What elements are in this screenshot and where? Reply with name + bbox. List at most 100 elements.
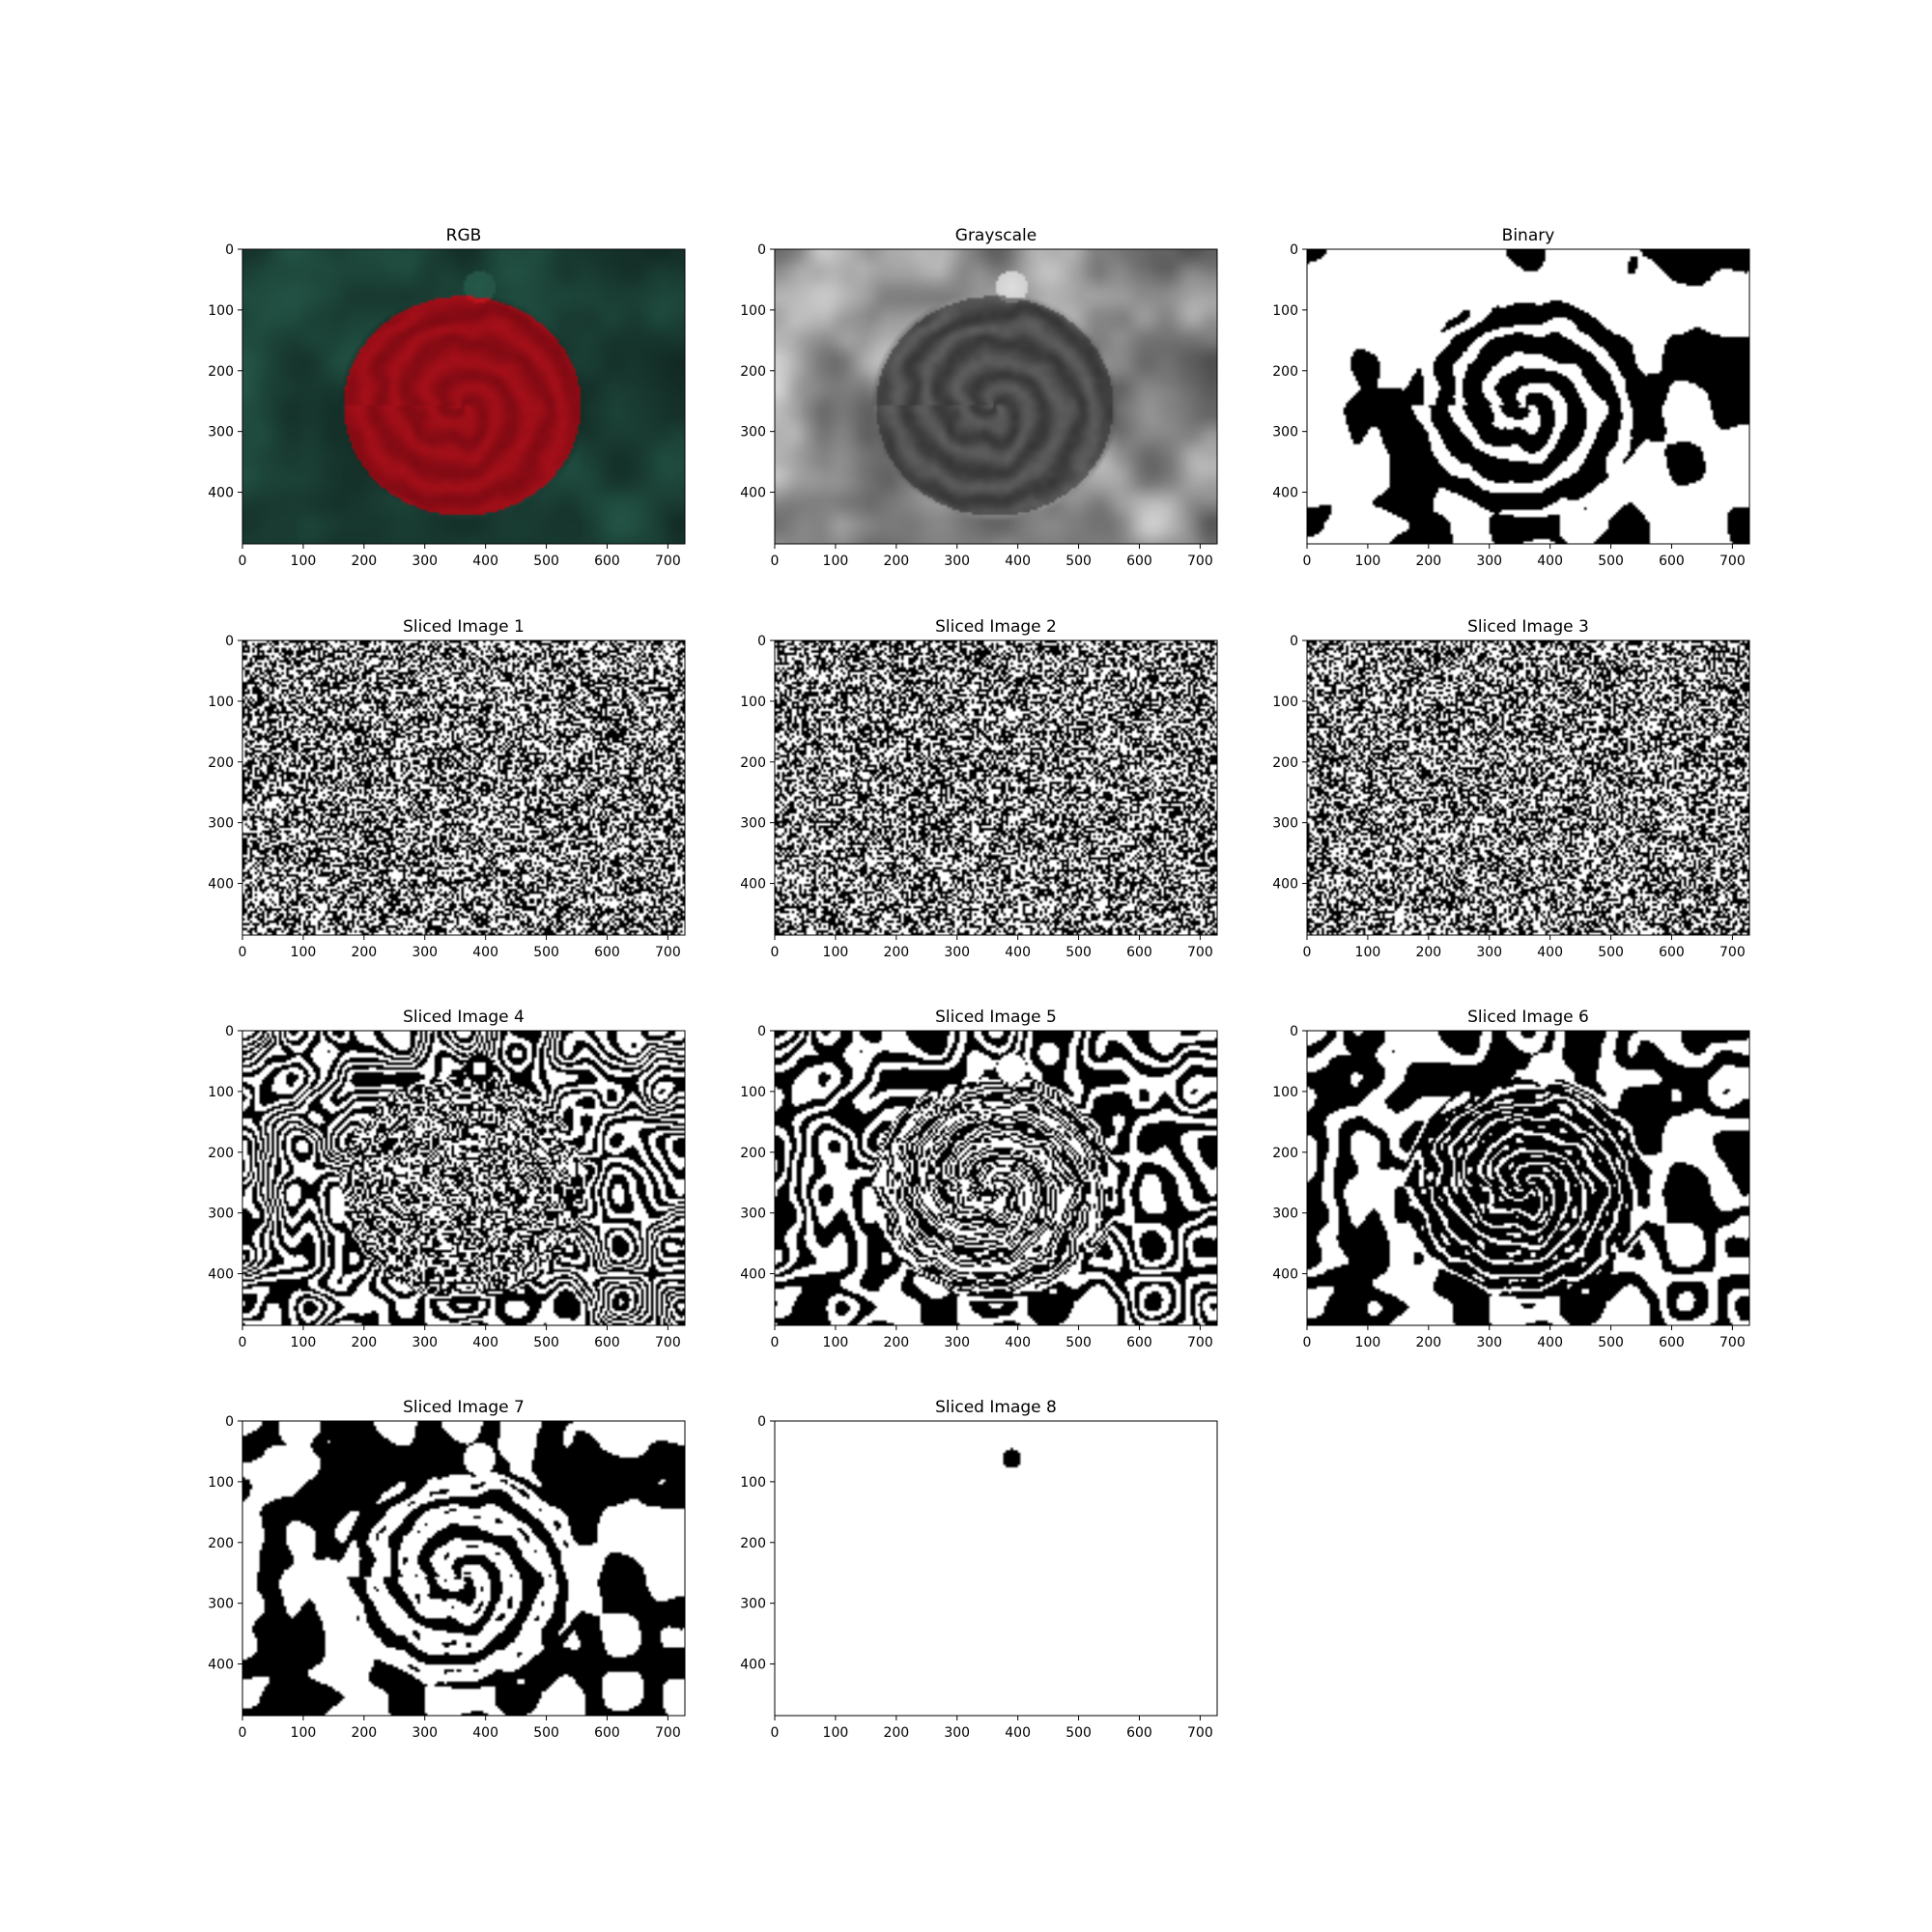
image-plot [775,249,1217,544]
x-tick-label: 100 [1355,554,1381,569]
x-tick-label: 500 [1065,554,1092,569]
image-plot [1307,1031,1749,1325]
y-tick-label: 300 [740,1207,766,1222]
y-tick-label: 400 [740,877,766,893]
y-tick-label: 400 [208,1658,234,1673]
x-tick-label: 700 [655,1335,681,1350]
y-tick-label: 300 [740,425,766,440]
x-tick-label: 500 [1598,945,1624,960]
x-tick-label: 0 [771,945,780,960]
x-tick-label: 500 [533,1725,559,1741]
x-tick-label: 0 [771,1725,780,1741]
x-tick-label: 200 [883,945,909,960]
subplot-9: Sliced Image 6 0 100 200 300 400 500 600 700 0 100… [1272,1008,1750,1350]
x-tick-label: 300 [944,945,970,960]
y-tick-label: 0 [225,634,234,649]
y-tick-label: 100 [740,1475,766,1491]
subplot-10: Sliced Image 7 0 100 200 300 400 500 600 700 0 100… [208,1398,686,1741]
y-tick-label: 200 [1272,1146,1298,1161]
x-tick-label: 100 [823,1335,849,1350]
x-tick-label: 500 [533,554,559,569]
x-tick-label: 700 [1187,1335,1213,1350]
y-tick-label: 400 [208,877,234,893]
image-plot [242,640,685,935]
x-tick-label: 500 [533,945,559,960]
x-tick-label: 300 [1476,1335,1502,1350]
subplot-title: Sliced Image 2 [935,617,1057,637]
axes-frame [242,1420,686,1717]
image-plot [775,640,1217,935]
x-tick-label: 400 [1537,1335,1563,1350]
subplot-5: Sliced Image 2 0 100 200 300 400 500 600 700 0 100… [740,617,1218,960]
x-tick-label: 700 [1187,1725,1213,1741]
subplot-title: Sliced Image 7 [403,1398,525,1417]
y-tick-label: 100 [208,1475,234,1491]
y-tick-label: 200 [740,755,766,771]
y-tick-label: 200 [1272,755,1298,771]
y-tick-label: 100 [1272,695,1298,710]
subplot-title: Grayscale [955,226,1037,245]
x-tick-label: 500 [1065,1725,1092,1741]
x-tick-label: 600 [594,1335,620,1350]
x-tick-label: 200 [1415,945,1441,960]
y-tick-label: 300 [740,1597,766,1612]
y-tick-label: 100 [740,1085,766,1100]
y-tick-label: 0 [757,242,766,258]
y-tick-label: 200 [208,755,234,771]
x-tick-label: 700 [1187,945,1213,960]
y-tick-label: 100 [1272,303,1298,319]
axes-frame [242,1030,686,1326]
x-tick-label: 700 [1719,554,1746,569]
x-tick-label: 200 [1415,1335,1441,1350]
x-tick-label: 200 [351,1335,377,1350]
x-tick-label: 600 [1126,1335,1152,1350]
subplot-title: Sliced Image 8 [935,1398,1057,1417]
x-tick-label: 300 [412,554,438,569]
image-plot [242,249,685,544]
y-tick-label: 200 [208,1536,234,1551]
x-tick-label: 500 [1598,554,1624,569]
x-tick-label: 300 [412,1725,438,1741]
y-tick-label: 300 [208,816,234,832]
axes-frame [774,1030,1218,1326]
x-tick-label: 200 [883,1725,909,1741]
image-plot [775,1421,1217,1716]
subplot-title: Sliced Image 5 [935,1008,1057,1027]
x-tick-label: 400 [1005,945,1031,960]
y-tick-label: 0 [1290,242,1298,258]
x-tick-label: 200 [883,554,909,569]
subplot-1: RGB 0 100 200 300 400 500 600 700 0 100 200 300 400 [208,226,686,569]
x-tick-label: 0 [239,554,247,569]
x-tick-label: 400 [472,1335,498,1350]
x-tick-label: 600 [1126,1725,1152,1741]
axes-frame [1306,248,1750,545]
y-tick-label: 400 [740,1267,766,1283]
x-tick-label: 0 [1303,554,1312,569]
axes-frame [774,1420,1218,1717]
y-tick-label: 300 [208,425,234,440]
y-tick-label: 100 [208,303,234,319]
y-tick-label: 200 [1272,364,1298,380]
x-tick-label: 400 [1537,554,1563,569]
x-tick-label: 300 [944,554,970,569]
subplot-4: Sliced Image 1 0 100 200 300 400 500 600 700 0 100… [208,617,686,960]
x-tick-label: 300 [412,1335,438,1350]
image-plot [1307,249,1749,544]
y-tick-label: 200 [208,1146,234,1161]
y-tick-label: 300 [208,1597,234,1612]
x-tick-label: 0 [771,1335,780,1350]
x-tick-label: 700 [655,945,681,960]
x-tick-label: 100 [291,945,317,960]
y-tick-label: 300 [740,816,766,832]
x-tick-label: 0 [239,1335,247,1350]
y-tick-label: 0 [757,634,766,649]
y-tick-label: 200 [740,1146,766,1161]
x-tick-label: 500 [1065,1335,1092,1350]
x-tick-label: 600 [594,945,620,960]
y-tick-label: 400 [740,486,766,501]
x-tick-label: 600 [1659,945,1685,960]
y-tick-label: 0 [225,1414,234,1430]
x-tick-label: 100 [823,945,849,960]
subplot-title: Sliced Image 1 [403,617,525,637]
